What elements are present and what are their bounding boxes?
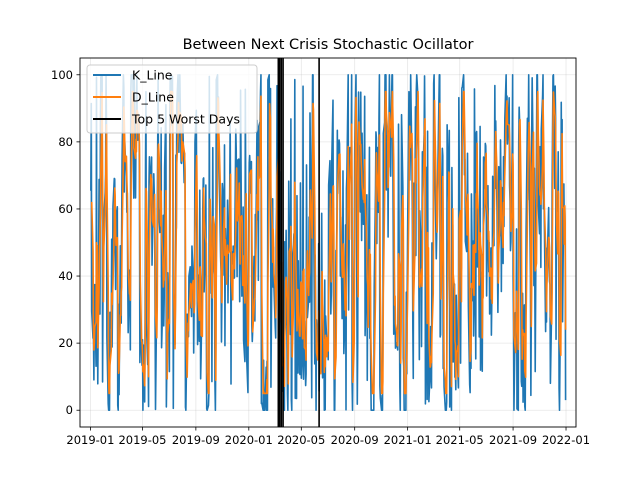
legend: K_Line D_Line Top 5 Worst Days — [86, 64, 258, 134]
legend-label-worst-days: Top 5 Worst Days — [131, 112, 240, 127]
vline-layer — [277, 58, 320, 427]
y-tick-label: 60 — [58, 202, 73, 216]
x-tick-label: 2021-01 — [384, 433, 432, 447]
y-tick-label: 80 — [58, 135, 73, 149]
y-tick-label: 100 — [51, 68, 73, 82]
y-tick-label: 20 — [58, 336, 73, 350]
x-tick-label: 2019-01 — [66, 433, 114, 447]
y-axis: 0 20 40 60 80 100 — [51, 68, 80, 417]
legend-label-d-line: D_Line — [132, 90, 174, 105]
x-tick-label: 2022-01 — [542, 433, 590, 447]
legend-label-k-line: K_Line — [132, 68, 173, 83]
plot-frame — [79, 57, 577, 428]
legend-box — [86, 64, 258, 134]
chart-title: Between Next Crisis Stochastic Ocillator — [183, 37, 474, 53]
x-axis: 2019-01 2019-05 2019-09 2020-01 2020-05 2020-… — [66, 427, 590, 447]
x-tick-label: 2020-01 — [225, 433, 273, 447]
y-tick-label: 40 — [58, 269, 73, 283]
x-tick-label: 2019-05 — [118, 433, 166, 447]
y-tick-label: 0 — [66, 403, 73, 417]
x-tick-label: 2019-09 — [172, 433, 220, 447]
x-tick-label: 2020-09 — [331, 433, 379, 447]
x-tick-label: 2021-09 — [489, 433, 537, 447]
x-tick-label: 2021-05 — [436, 433, 484, 447]
x-tick-label: 2020-05 — [277, 433, 325, 447]
